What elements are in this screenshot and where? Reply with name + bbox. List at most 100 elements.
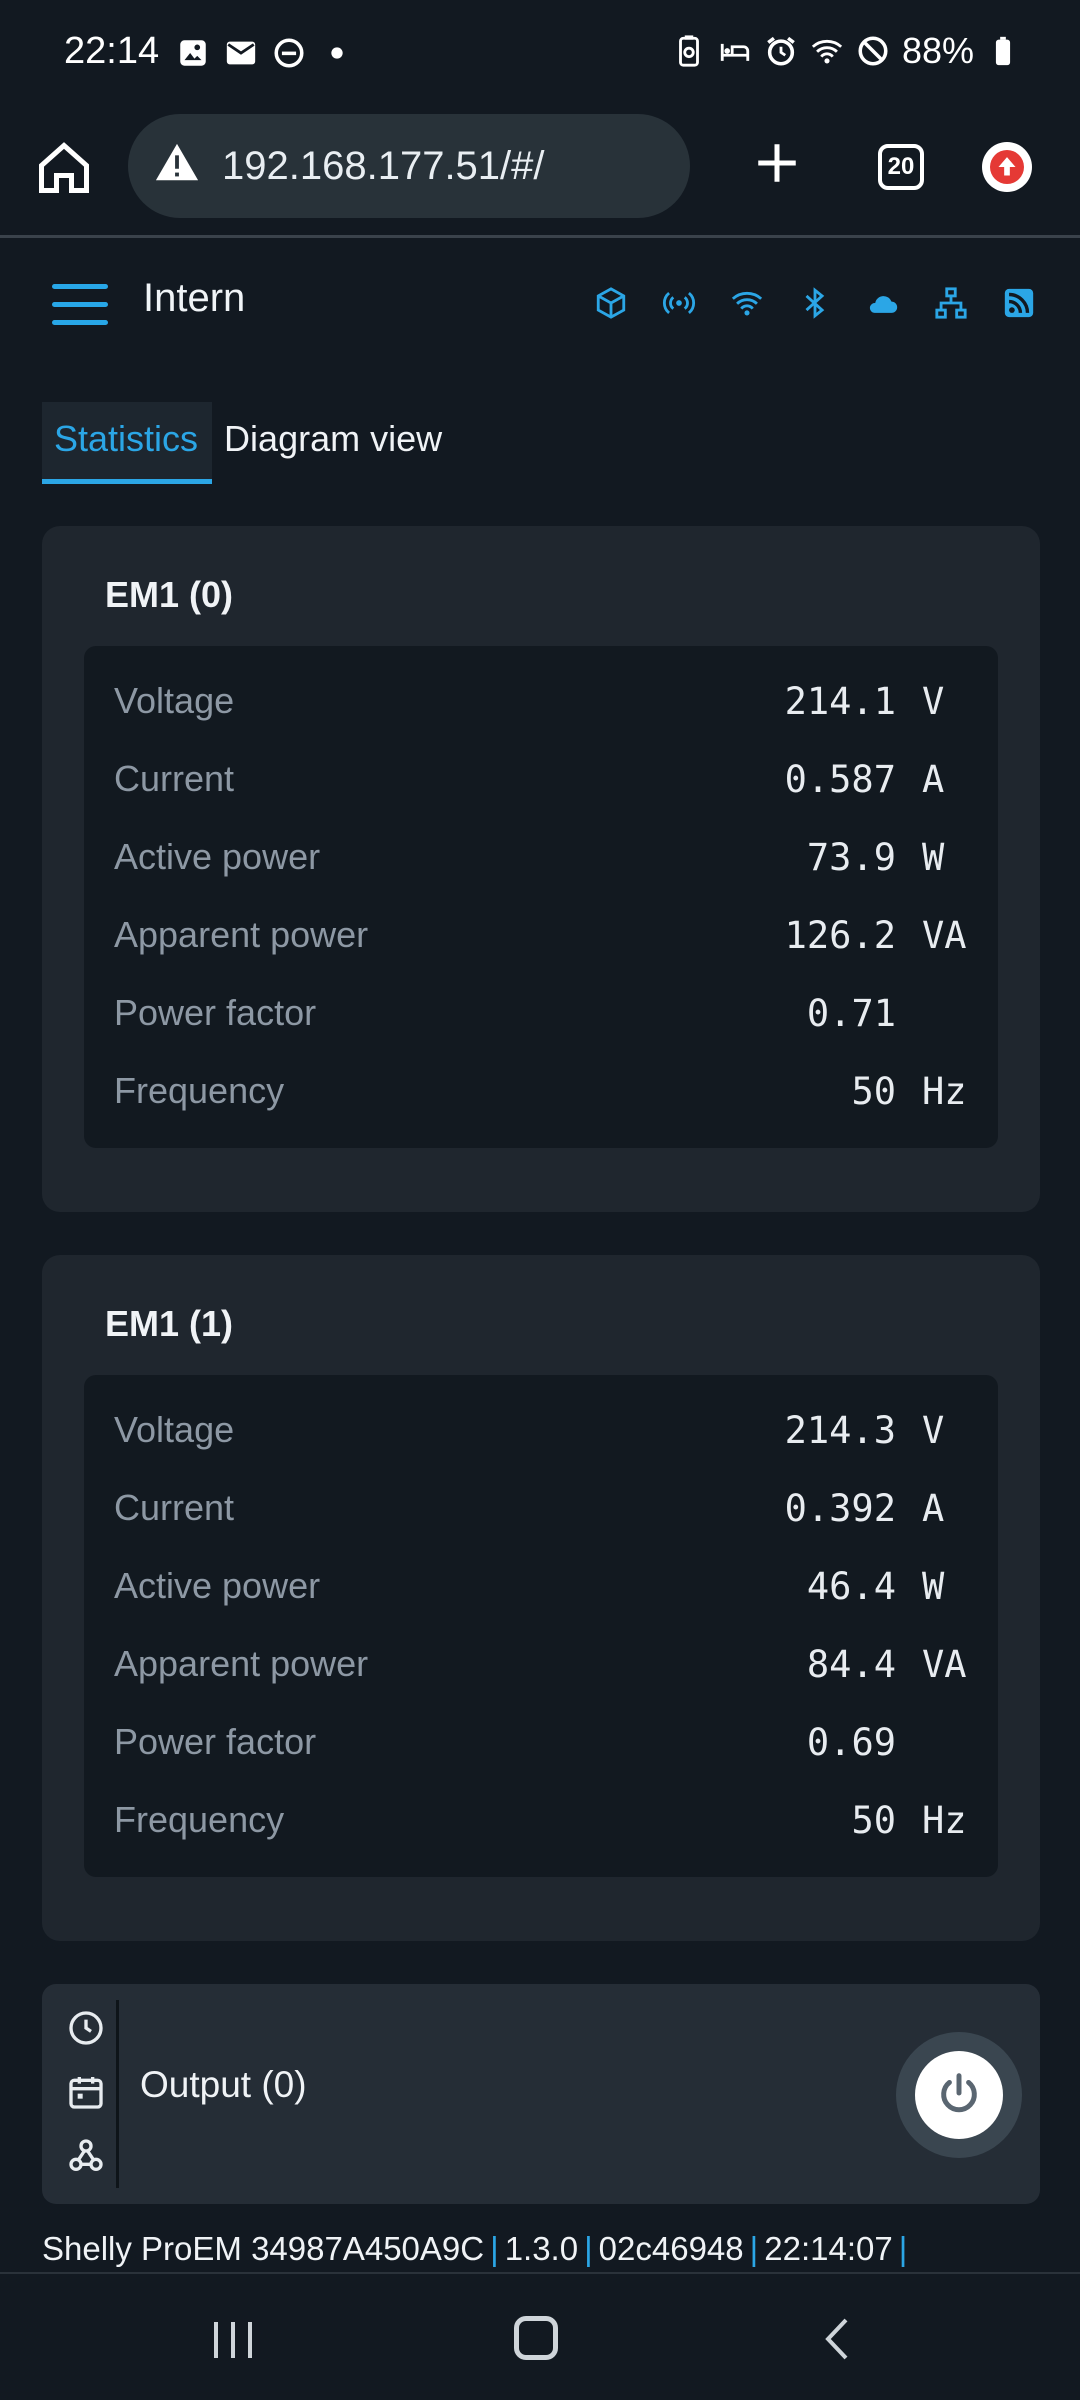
dot-icon [320, 36, 354, 70]
app-header: Intern [0, 240, 1080, 360]
row-unit: A [922, 1487, 945, 1530]
output-card: Output (0) [42, 1984, 1040, 2204]
cube-icon[interactable] [594, 284, 628, 322]
row-value: 0.587 [784, 758, 896, 801]
row-label: Frequency [114, 1070, 285, 1111]
meter-title: EM1 (0) [105, 574, 234, 615]
webhook-icon[interactable] [66, 2136, 106, 2176]
row-unit: Hz [922, 1070, 967, 1113]
row-unit: W [922, 836, 945, 879]
mail-icon [224, 36, 258, 70]
dnd-icon [272, 36, 306, 70]
meter-row-current: Current 0.587 A [84, 750, 998, 810]
power-toggle-button[interactable] [896, 2032, 1022, 2158]
nav-home-icon[interactable] [514, 2316, 558, 2360]
blocked-icon [856, 34, 890, 68]
tab-switcher-button[interactable]: 20 [878, 144, 924, 190]
row-label: Power factor [114, 992, 317, 1033]
back-icon[interactable] [822, 2316, 852, 2362]
separator: | [584, 2230, 593, 2267]
meter-row-voltage: Voltage 214.3 V [84, 1401, 998, 1461]
address-bar[interactable]: 192.168.177.51/#/ [128, 114, 690, 218]
rss-icon[interactable] [1002, 284, 1036, 322]
row-value: 214.1 [784, 680, 896, 723]
row-label: Apparent power [114, 1643, 369, 1684]
wifi-icon[interactable] [730, 284, 764, 322]
sleep-icon [718, 34, 752, 68]
battery-saver-icon [672, 34, 706, 68]
wifi-icon [810, 34, 844, 68]
row-value: 0.71 [806, 992, 896, 1035]
row-label: Voltage [114, 680, 235, 721]
meter-values-panel: Voltage 214.1 V Current 0.587 A Active p… [84, 646, 998, 1148]
meter-row-power-factor: Power factor 0.69 [84, 1713, 998, 1773]
divider [116, 2000, 119, 2188]
row-value: 50 [851, 1070, 896, 1113]
row-value: 0.69 [806, 1721, 896, 1764]
recent-apps-icon[interactable] [210, 2320, 256, 2360]
status-time: 22:14 [64, 30, 160, 72]
image-icon [176, 36, 210, 70]
cloud-icon[interactable] [866, 284, 900, 322]
network-icon[interactable] [934, 284, 968, 322]
meter-card: EM1 (1) Voltage 214.3 V Current 0.392 A … [42, 1255, 1040, 1941]
row-label: Power factor [114, 1721, 317, 1762]
row-unit: VA [922, 1643, 967, 1686]
tab-bar: Statistics Diagram view [42, 402, 456, 484]
device-name: Shelly ProEM 34987A450A9C [42, 2230, 485, 2267]
row-value: 84.4 [806, 1643, 896, 1686]
meter-row-apparent-power: Apparent power 84.4 VA [84, 1635, 998, 1695]
row-unit: W [922, 1565, 945, 1608]
alarm-icon [764, 34, 798, 68]
update-arrow-icon [990, 150, 1024, 184]
meter-title: EM1 (1) [105, 1303, 234, 1344]
meter-row-frequency: Frequency 50 Hz [84, 1062, 998, 1122]
meter-row-active-power: Active power 46.4 W [84, 1557, 998, 1617]
row-unit: A [922, 758, 945, 801]
meter-row-apparent-power: Apparent power 126.2 VA [84, 906, 998, 966]
row-label: Current [114, 758, 235, 799]
meter-values-panel: Voltage 214.3 V Current 0.392 A Active p… [84, 1375, 998, 1877]
warning-icon[interactable] [152, 140, 202, 186]
meter-row-voltage: Voltage 214.1 V [84, 672, 998, 732]
battery-icon [986, 34, 1020, 68]
meter-row-active-power: Active power 73.9 W [84, 828, 998, 888]
new-tab-icon[interactable] [752, 138, 802, 188]
row-unit: Hz [922, 1799, 967, 1842]
meter-row-current: Current 0.392 A [84, 1479, 998, 1539]
url-text[interactable]: 192.168.177.51/#/ [222, 144, 545, 188]
tab-diagram-view[interactable]: Diagram view [224, 418, 443, 459]
row-label: Current [114, 1487, 235, 1528]
build-id: 02c46948 [598, 2230, 744, 2267]
separator: | [749, 2230, 759, 2267]
row-value: 0.392 [784, 1487, 896, 1530]
status-bar: 22:14 88% [0, 0, 1080, 110]
home-icon[interactable] [34, 138, 94, 198]
output-label: Output (0) [140, 2064, 307, 2105]
browser-toolbar: 192.168.177.51/#/ 20 [0, 110, 1080, 238]
bluetooth-icon[interactable] [798, 284, 832, 322]
battery-percent: 88% [901, 30, 974, 71]
clock-icon[interactable] [66, 2008, 106, 2048]
separator: | [898, 2230, 908, 2267]
row-value: 50 [851, 1799, 896, 1842]
row-value: 73.9 [806, 836, 896, 879]
tab-statistics[interactable]: Statistics [42, 402, 213, 484]
device-info-footer: Shelly ProEM 34987A450A9C | 1.3.0 | 02c46948… [42, 2230, 913, 2268]
broadcast-icon[interactable] [662, 284, 696, 322]
row-label: Frequency [114, 1799, 285, 1840]
calendar-icon[interactable] [66, 2072, 106, 2112]
row-label: Active power [114, 836, 321, 877]
system-nav-bar [0, 2272, 1080, 2400]
meter-card: EM1 (0) Voltage 214.1 V Current 0.587 A … [42, 526, 1040, 1212]
app-title: Intern [143, 276, 246, 320]
row-unit: V [922, 680, 945, 723]
hamburger-menu-icon[interactable] [52, 284, 108, 325]
row-label: Active power [114, 1565, 321, 1606]
separator: | [490, 2230, 499, 2267]
browser-menu-button[interactable] [982, 142, 1032, 192]
row-label: Apparent power [114, 914, 369, 955]
row-value: 46.4 [806, 1565, 896, 1608]
meter-row-power-factor: Power factor 0.71 [84, 984, 998, 1044]
row-value: 126.2 [784, 914, 896, 957]
